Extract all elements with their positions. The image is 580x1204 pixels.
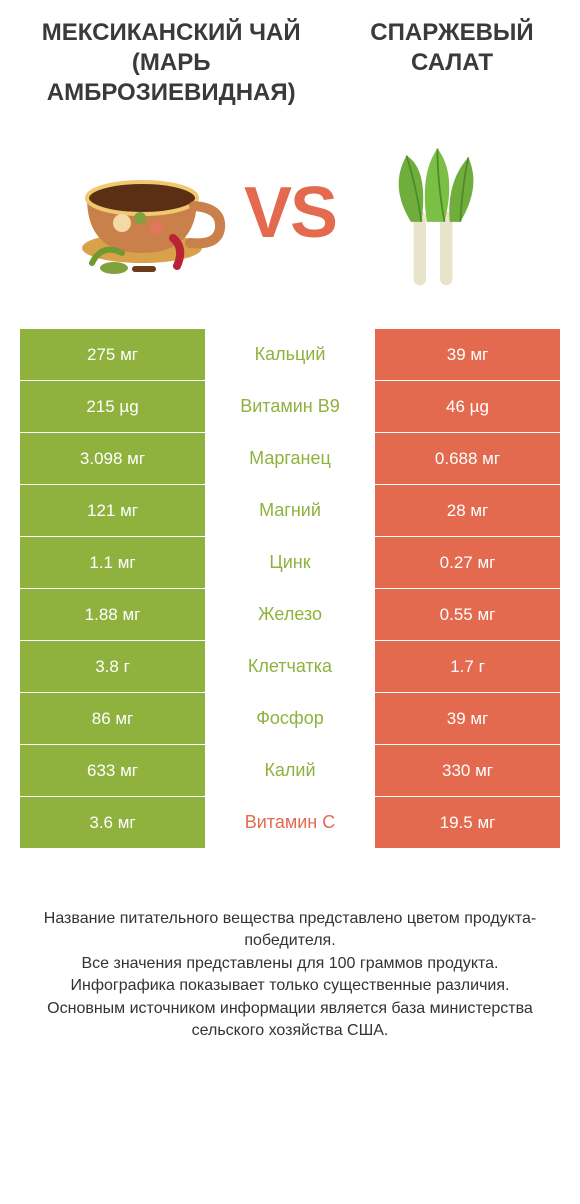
comparison-table: 275 мгКальций39 мг215 µgВитамин B946 µg3… — [20, 328, 560, 848]
value-left: 1.1 мг — [20, 537, 205, 588]
value-left: 633 мг — [20, 745, 205, 796]
value-right: 0.55 мг — [375, 589, 560, 640]
nutrient-row: 1.88 мгЖелезо0.55 мг — [20, 588, 560, 640]
value-left: 3.098 мг — [20, 433, 205, 484]
nutrient-label: Фосфор — [205, 693, 375, 744]
nutrient-label: Цинк — [205, 537, 375, 588]
value-left: 121 мг — [20, 485, 205, 536]
vs-label: VS — [244, 172, 336, 254]
footer-line: Название питательного вещества представл… — [30, 908, 550, 953]
nutrient-row: 3.098 мгМарганец0.688 мг — [20, 432, 560, 484]
value-right: 39 мг — [375, 693, 560, 744]
nutrient-label: Железо — [205, 589, 375, 640]
product-title-right: СПАРЖЕВЫЙ САЛАТ — [344, 18, 560, 78]
value-right: 28 мг — [375, 485, 560, 536]
nutrient-label: Кальций — [205, 329, 375, 380]
value-right: 1.7 г — [375, 641, 560, 692]
nutrient-row: 121 мгМагний28 мг — [20, 484, 560, 536]
nutrient-label: Витамин B9 — [205, 381, 375, 432]
product-image-left — [62, 128, 232, 298]
nutrient-row: 3.6 мгВитамин C19.5 мг — [20, 796, 560, 848]
nutrient-row: 633 мгКалий330 мг — [20, 744, 560, 796]
value-left: 275 мг — [20, 329, 205, 380]
nutrient-label: Калий — [205, 745, 375, 796]
value-left: 215 µg — [20, 381, 205, 432]
value-right: 46 µg — [375, 381, 560, 432]
nutrient-row: 215 µgВитамин B946 µg — [20, 380, 560, 432]
nutrient-label: Магний — [205, 485, 375, 536]
value-right: 330 мг — [375, 745, 560, 796]
footer-line: Основным источником информации является … — [30, 998, 550, 1043]
hero-row: VS — [20, 118, 560, 328]
product-image-right — [348, 128, 518, 298]
value-right: 19.5 мг — [375, 797, 560, 848]
nutrient-label: Витамин C — [205, 797, 375, 848]
nutrient-row: 3.8 гКлетчатка1.7 г — [20, 640, 560, 692]
nutrient-row: 275 мгКальций39 мг — [20, 328, 560, 380]
nutrient-label: Марганец — [205, 433, 375, 484]
footer-line: Все значения представлены для 100 граммо… — [30, 953, 550, 975]
value-right: 0.27 мг — [375, 537, 560, 588]
value-right: 39 мг — [375, 329, 560, 380]
footer-line: Инфографика показывает только существенн… — [30, 975, 550, 997]
footer-notes: Название питательного вещества представл… — [20, 848, 560, 1042]
title-row: МЕКСИКАНСКИЙ ЧАЙ (МАРЬ АМБРОЗИЕВИДНАЯ) С… — [20, 0, 560, 118]
value-left: 3.6 мг — [20, 797, 205, 848]
nutrient-label: Клетчатка — [205, 641, 375, 692]
value-left: 1.88 мг — [20, 589, 205, 640]
nutrient-row: 86 мгФосфор39 мг — [20, 692, 560, 744]
nutrient-row: 1.1 мгЦинк0.27 мг — [20, 536, 560, 588]
value-left: 3.8 г — [20, 641, 205, 692]
value-right: 0.688 мг — [375, 433, 560, 484]
product-title-left: МЕКСИКАНСКИЙ ЧАЙ (МАРЬ АМБРОЗИЕВИДНАЯ) — [20, 18, 322, 108]
value-left: 86 мг — [20, 693, 205, 744]
